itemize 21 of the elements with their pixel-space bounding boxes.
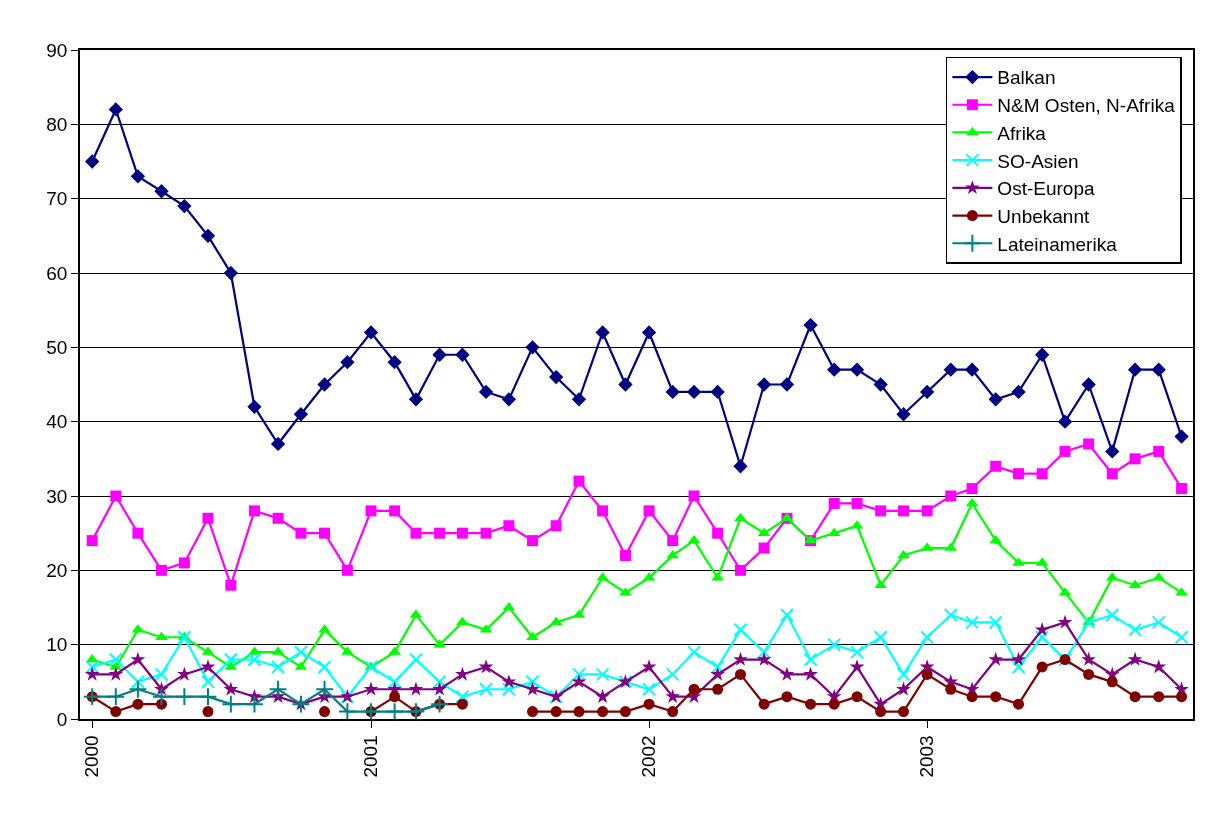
legend-label: Lateinamerika [997,233,1118,255]
y-tick-label: 20 [46,559,68,581]
x-tick-label: 2001 [360,735,382,778]
y-tick-label: 40 [46,411,68,433]
y-tick-label: 10 [46,634,68,656]
y-tick-label: 50 [46,336,68,358]
legend-label: N&M Osten, N-Afrika [997,95,1176,117]
y-tick-label: 90 [46,39,68,61]
legend-label: SO-Asien [997,150,1079,172]
legend-label: Afrika [997,122,1047,144]
legend-label: Balkan [997,67,1056,89]
x-tick-label: 2000 [81,735,103,778]
y-tick-label: 60 [46,262,68,284]
y-tick-label: 30 [46,485,68,507]
y-tick-label: 70 [46,188,68,210]
x-tick-label: 2002 [638,735,660,778]
legend-label: Ost-Europa [997,178,1095,200]
y-tick-label: 0 [56,708,68,730]
y-tick-label: 80 [46,113,68,135]
legend-label: Unbekannt [997,205,1090,227]
x-tick-label: 2003 [916,735,938,778]
